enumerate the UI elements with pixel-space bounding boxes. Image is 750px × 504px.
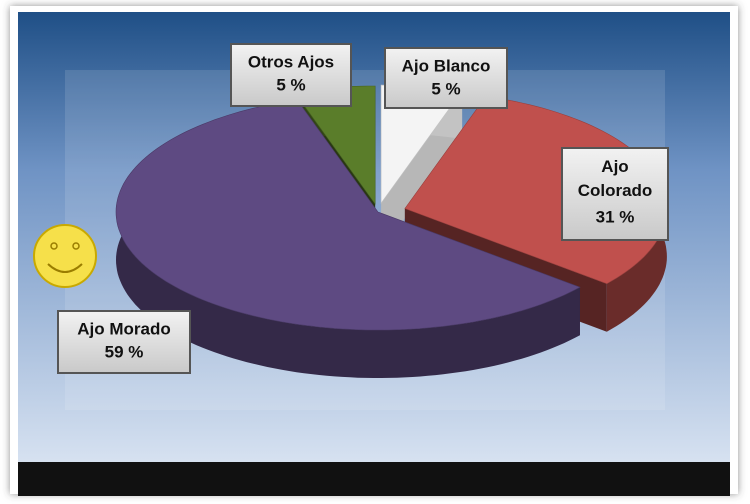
value-label: 5 % xyxy=(276,75,305,94)
slice xyxy=(380,84,463,252)
category-label: Ajo Morado xyxy=(77,319,171,338)
pie xyxy=(115,84,668,379)
bottom-bar xyxy=(18,462,730,496)
smiley xyxy=(33,224,97,288)
label-box xyxy=(57,310,191,374)
category-label: Ajo Blanco xyxy=(402,56,491,75)
slice xyxy=(115,99,581,331)
labels: Ajo Blanco 5 % Ajo Colorado 31 % Ajo Morado 59… xyxy=(57,43,669,374)
category-label: Otros Ajos xyxy=(248,52,334,71)
slice xyxy=(115,99,581,379)
category-label: Ajo Colorado xyxy=(578,157,653,200)
value-label: 31 % xyxy=(596,207,635,226)
value-label: 5 % xyxy=(431,79,460,98)
slice-side xyxy=(116,99,580,379)
label-box xyxy=(384,47,508,109)
label-box xyxy=(561,147,669,241)
value-label: 59 % xyxy=(105,342,144,361)
label-box xyxy=(230,43,352,107)
